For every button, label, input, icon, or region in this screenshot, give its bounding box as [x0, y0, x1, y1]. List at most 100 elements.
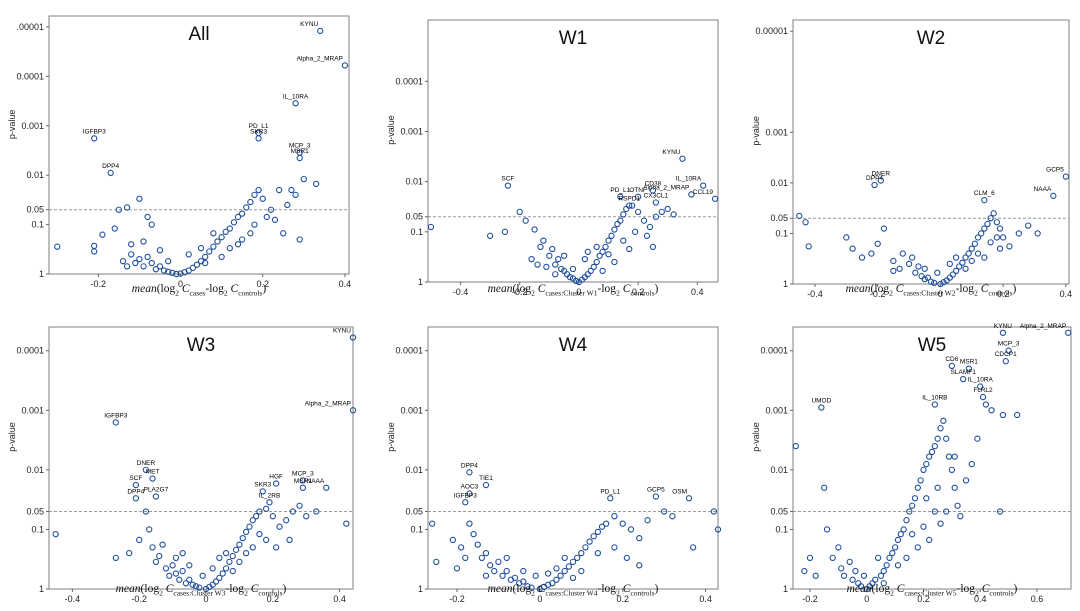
labeled-data-point [931, 401, 938, 408]
data-point [918, 273, 925, 280]
x-tick-label: 0.4 [339, 279, 352, 289]
data-point [197, 245, 205, 252]
data-point [537, 243, 544, 251]
data-point [52, 530, 59, 538]
data-point [543, 263, 550, 271]
x-tick-label: 0 [864, 594, 869, 604]
data-point [710, 508, 718, 515]
data-point [189, 581, 196, 588]
data-point [148, 221, 155, 228]
data-point [952, 267, 960, 275]
data-point [924, 274, 932, 281]
x-axis-label: mean(log2 Ccases:Cluster W3-log2 Ccontro… [115, 583, 287, 598]
data-point [229, 552, 236, 560]
data-point [255, 186, 262, 194]
data-point [236, 558, 243, 565]
data-point [917, 477, 924, 484]
point-label: IL_2RB [259, 492, 281, 499]
data-point [990, 210, 997, 217]
y-tick-label: .00001 [16, 22, 44, 32]
data-point [636, 534, 643, 542]
point-label: Alpha_2_MRAP [305, 400, 351, 407]
data-point [846, 558, 853, 565]
data-point [584, 248, 591, 255]
labeled-data-point [679, 155, 686, 162]
y-tick-label: 0.01 [770, 178, 788, 188]
data-point [934, 269, 941, 276]
data-point [251, 191, 258, 198]
data-point [111, 225, 118, 232]
point-label: Alpha_2_MRAP [297, 55, 343, 62]
data-point [988, 407, 995, 414]
data-point [123, 263, 131, 270]
data-point [179, 567, 186, 575]
data-point [605, 251, 612, 258]
data-point [486, 562, 494, 569]
y-tick-label: 0.0001 [16, 346, 44, 356]
x-tick-label: -0.2 [512, 287, 528, 297]
x-tick-label: -0.2 [449, 594, 465, 604]
data-point [239, 236, 246, 243]
data-point [462, 554, 469, 562]
data-point [553, 576, 560, 583]
point-label: UMOD [811, 398, 831, 405]
data-point [185, 251, 192, 258]
data-point [156, 247, 164, 254]
data-point [593, 243, 600, 251]
x-tick-label: 0.2 [997, 289, 1010, 299]
x-axis-label: mean(log2 Ccases:Cluster W2-log2 Ccontro… [845, 283, 1017, 298]
data-point [172, 554, 180, 562]
data-point [156, 263, 164, 270]
point-label: IGFBP3 [104, 412, 128, 419]
data-point [883, 562, 890, 569]
data-point [142, 508, 150, 515]
data-point [284, 201, 291, 209]
data-point [934, 484, 941, 491]
data-point [962, 477, 970, 484]
data-point [909, 254, 916, 261]
point-label: IL_10RB [922, 395, 947, 402]
panel-title: W1 [559, 28, 588, 49]
data-point [982, 401, 990, 408]
data-point [569, 558, 577, 565]
data-point [54, 243, 61, 250]
labeled-data-point [979, 393, 987, 401]
data-point [996, 508, 1004, 515]
data-point [286, 536, 293, 544]
data-point [232, 546, 240, 553]
data-point [313, 508, 320, 515]
labeled-data-point [341, 62, 349, 69]
point-label: CLM_6 [974, 190, 995, 197]
point-label: HGF [269, 474, 283, 481]
x-tick-label: 0.2 [267, 594, 280, 604]
data-point [956, 263, 963, 270]
data-point [951, 484, 958, 491]
data-point [457, 544, 465, 551]
data-point [239, 534, 246, 542]
point-label: MSR1 [294, 478, 312, 485]
data-point [899, 250, 906, 257]
data-point [965, 250, 972, 257]
data-point [620, 211, 627, 218]
data-point [658, 208, 665, 216]
data-point [531, 226, 538, 233]
labeled-data-point [1002, 358, 1009, 365]
labeled-data-point [981, 197, 988, 204]
data-point [486, 232, 494, 239]
data-point [968, 257, 975, 265]
labeled-data-point [634, 193, 642, 200]
data-point [900, 526, 907, 533]
panel-title: W2 [917, 28, 946, 49]
plot-frame [427, 326, 719, 590]
data-point [160, 267, 168, 274]
data-point [586, 538, 593, 545]
data-point [914, 544, 921, 551]
data-point [433, 558, 440, 565]
data-point [644, 517, 651, 524]
data-point [216, 554, 223, 562]
volcano-plot-svg: 0.00001 0.001 0.01 0.05 0.1 1 -0.4 -0.2 0 0.2 0.4 p… [751, 19, 1072, 299]
y-tick-label: 0.001 [765, 127, 788, 137]
labeled-data-point [685, 495, 693, 502]
point-label: SKR3 [254, 481, 271, 488]
data-point [172, 570, 180, 577]
